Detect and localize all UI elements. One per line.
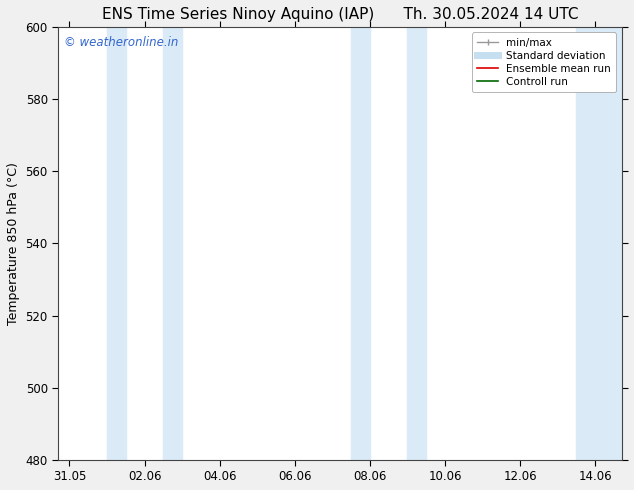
Bar: [408, 27, 426, 460]
Y-axis label: Temperature 850 hPa (°C): Temperature 850 hPa (°C): [7, 162, 20, 325]
Bar: [576, 27, 621, 460]
Bar: [351, 27, 370, 460]
Bar: [107, 27, 126, 460]
Text: © weatheronline.in: © weatheronline.in: [64, 36, 178, 49]
Bar: [164, 27, 182, 460]
Legend: min/max, Standard deviation, Ensemble mean run, Controll run: min/max, Standard deviation, Ensemble me…: [472, 32, 616, 92]
Title: ENS Time Series Ninoy Aquino (IAP)      Th. 30.05.2024 14 UTC: ENS Time Series Ninoy Aquino (IAP) Th. 3…: [101, 7, 578, 22]
